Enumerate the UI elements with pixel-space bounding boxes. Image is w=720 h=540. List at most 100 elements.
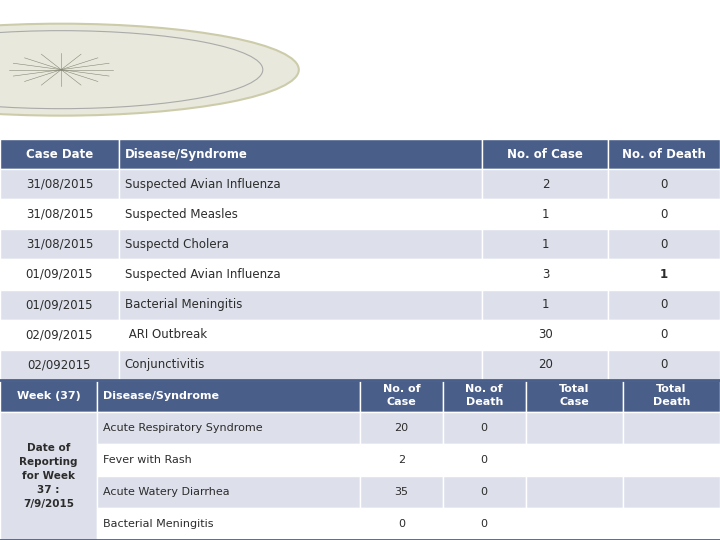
Bar: [0, 259, 119, 289]
Text: Acute Watery Diarrhea: Acute Watery Diarrhea: [103, 487, 230, 497]
Bar: [623, 476, 720, 508]
Bar: [360, 508, 443, 540]
Text: 0: 0: [660, 208, 668, 221]
Text: 0: 0: [660, 298, 668, 311]
Bar: [443, 508, 526, 540]
Bar: [608, 199, 720, 230]
Text: Date of
Reporting
for Week
37 :
7/9/2015: Date of Reporting for Week 37 : 7/9/2015: [19, 443, 78, 509]
Bar: [443, 411, 526, 444]
Bar: [119, 289, 482, 320]
Bar: [443, 476, 526, 508]
Bar: [97, 508, 360, 540]
Text: 31/08/2015: 31/08/2015: [26, 238, 93, 251]
Text: Immediate & Weekly Reporting: Immediate & Weekly Reporting: [173, 39, 662, 67]
Text: 01/09/2015: 01/09/2015: [26, 268, 93, 281]
Bar: [97, 380, 360, 411]
Bar: [97, 411, 360, 444]
Text: Total
Death: Total Death: [653, 384, 690, 407]
Bar: [0, 411, 97, 540]
Text: Suspected Avian Influenza: Suspected Avian Influenza: [125, 178, 280, 191]
Text: 02/09/2015: 02/09/2015: [26, 328, 93, 341]
Bar: [360, 444, 443, 476]
Bar: [608, 349, 720, 380]
Text: 0: 0: [398, 519, 405, 529]
Bar: [119, 170, 482, 199]
Bar: [623, 444, 720, 476]
Text: Bacterial Meningitis: Bacterial Meningitis: [125, 298, 242, 311]
Bar: [360, 411, 443, 444]
Text: ARI Outbreak: ARI Outbreak: [125, 328, 207, 341]
Text: 0: 0: [660, 238, 668, 251]
Bar: [0, 170, 119, 199]
Text: 31/08/2015: 31/08/2015: [26, 208, 93, 221]
Bar: [482, 320, 608, 349]
Bar: [482, 199, 608, 230]
Text: Suspectd Cholera: Suspectd Cholera: [125, 238, 228, 251]
Bar: [482, 230, 608, 260]
Bar: [482, 259, 608, 289]
Text: 20: 20: [538, 358, 553, 371]
Text: 1: 1: [541, 208, 549, 221]
Text: 01/09/2015: 01/09/2015: [26, 298, 93, 311]
Bar: [482, 170, 608, 199]
Bar: [482, 349, 608, 380]
Text: 0: 0: [660, 358, 668, 371]
Text: 0: 0: [481, 519, 487, 529]
Bar: [482, 289, 608, 320]
Bar: [608, 259, 720, 289]
Bar: [0, 380, 97, 411]
Text: No. of
Death: No. of Death: [465, 384, 503, 407]
Text: 1: 1: [541, 238, 549, 251]
Text: 31/08/2015: 31/08/2015: [26, 178, 93, 191]
Text: 0: 0: [481, 487, 487, 497]
Bar: [0, 199, 119, 230]
Bar: [0, 289, 119, 320]
Bar: [360, 476, 443, 508]
Text: 0: 0: [481, 423, 487, 433]
Text: 1: 1: [541, 298, 549, 311]
Text: 0: 0: [660, 328, 668, 341]
Text: No. of Case: No. of Case: [508, 148, 583, 161]
Text: 20: 20: [395, 423, 408, 433]
Bar: [482, 139, 608, 170]
Bar: [97, 444, 360, 476]
Bar: [119, 230, 482, 260]
Text: 2: 2: [541, 178, 549, 191]
Bar: [526, 411, 623, 444]
Text: Conjunctivitis: Conjunctivitis: [125, 358, 205, 371]
Text: Exercise: Exercise: [352, 84, 483, 112]
Bar: [0, 320, 119, 349]
Bar: [623, 411, 720, 444]
Bar: [0, 349, 119, 380]
Bar: [119, 259, 482, 289]
Text: 2: 2: [398, 455, 405, 465]
Bar: [360, 380, 443, 411]
Bar: [443, 380, 526, 411]
Bar: [526, 380, 623, 411]
Circle shape: [0, 24, 299, 116]
Text: Suspected Avian Influenza: Suspected Avian Influenza: [125, 268, 280, 281]
Bar: [623, 380, 720, 411]
Text: Fever with Rash: Fever with Rash: [103, 455, 192, 465]
Bar: [608, 289, 720, 320]
Text: 35: 35: [395, 487, 408, 497]
Text: Bacterial Meningitis: Bacterial Meningitis: [103, 519, 213, 529]
Bar: [623, 508, 720, 540]
Text: Week (37): Week (37): [17, 390, 81, 401]
Text: Acute Respiratory Syndrome: Acute Respiratory Syndrome: [103, 423, 263, 433]
Text: No. of Death: No. of Death: [622, 148, 706, 161]
Bar: [608, 170, 720, 199]
Text: Disease/Syndrome: Disease/Syndrome: [103, 390, 219, 401]
Bar: [608, 230, 720, 260]
Text: 02/092015: 02/092015: [27, 358, 91, 371]
Text: 0: 0: [481, 455, 487, 465]
Bar: [119, 320, 482, 349]
Bar: [119, 139, 482, 170]
Text: 30: 30: [538, 328, 553, 341]
Bar: [608, 139, 720, 170]
Text: No. of
Case: No. of Case: [382, 384, 420, 407]
Bar: [526, 476, 623, 508]
Bar: [119, 349, 482, 380]
Bar: [526, 508, 623, 540]
Bar: [608, 320, 720, 349]
